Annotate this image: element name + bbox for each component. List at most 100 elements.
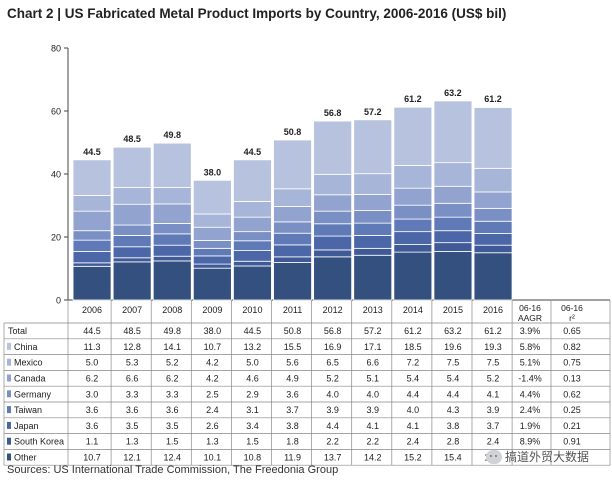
table-cell: 3.7 xyxy=(487,421,500,431)
aagr-cell: 3.9% xyxy=(520,326,541,336)
bar-segment xyxy=(72,230,112,241)
table-cell: 2.4 xyxy=(487,437,500,447)
table-cell: 44.5 xyxy=(83,326,101,336)
total-label: 48.5 xyxy=(123,134,141,144)
table-cell: 6.5 xyxy=(326,358,339,368)
bar-segment xyxy=(433,162,473,187)
table-cell: 2.4 xyxy=(407,437,420,447)
table-cell: 4.4 xyxy=(326,421,339,431)
table-cell: 1.3 xyxy=(206,437,219,447)
table-cell: 48.5 xyxy=(123,326,141,336)
table-cell: 4.1 xyxy=(487,389,500,399)
table-cell: 5.0 xyxy=(86,358,99,368)
y-tick-label: 80 xyxy=(51,44,61,54)
bar-segment xyxy=(433,230,473,244)
table-cell: 4.2 xyxy=(206,358,219,368)
bar-segment xyxy=(313,210,353,225)
bar-segment xyxy=(353,119,393,175)
table-cell: 4.4 xyxy=(407,389,420,399)
table-cell: 14.1 xyxy=(163,342,181,352)
aagr-cell: 4.4% xyxy=(520,389,541,399)
bar-segment xyxy=(192,247,232,257)
x-tick-label: 2013 xyxy=(363,305,383,315)
table-cell: 4.9 xyxy=(286,374,299,384)
source-note: Sources: US International Trade Commissi… xyxy=(7,464,339,476)
table-cell: 3.6 xyxy=(166,405,179,415)
table-cell: 3.8 xyxy=(286,421,299,431)
table-cell: 3.6 xyxy=(286,389,299,399)
bar-segment xyxy=(473,220,513,234)
bar-segment xyxy=(353,247,393,256)
table-cell: 38.0 xyxy=(204,326,222,336)
bar-segment xyxy=(112,257,152,263)
table-cell: 3.3 xyxy=(126,389,139,399)
legend-entry: South Korea xyxy=(14,437,64,447)
legend-entry: Taiwan xyxy=(14,405,42,415)
table-cell: 57.2 xyxy=(364,326,382,336)
legend-entry: Canada xyxy=(14,374,46,384)
bar-segment xyxy=(152,233,192,246)
bar-segment xyxy=(233,265,272,301)
table-cell: 1.5 xyxy=(246,437,259,447)
table-cell: 5.4 xyxy=(447,374,460,384)
bar-segment xyxy=(192,263,232,269)
bar-segment xyxy=(112,203,152,226)
x-tick-label: 2008 xyxy=(162,305,182,315)
y-tick-label: 20 xyxy=(51,233,61,243)
table-cell: 5.2 xyxy=(487,374,500,384)
table-cell: 50.8 xyxy=(284,326,302,336)
bar-segment xyxy=(192,226,232,241)
bar-segment xyxy=(353,235,393,249)
bar-segment xyxy=(72,210,112,232)
legend-entry: China xyxy=(14,342,38,352)
bar-segment xyxy=(313,173,353,196)
y-tick-label: 0 xyxy=(56,296,61,306)
bar-segment xyxy=(72,195,112,212)
table-cell: 5.1 xyxy=(366,374,379,384)
table-cell: 4.0 xyxy=(366,389,379,399)
table-cell: 4.1 xyxy=(407,421,420,431)
legend-swatch xyxy=(7,358,11,366)
x-tick-label: 2007 xyxy=(122,305,142,315)
table-cell: 2.8 xyxy=(447,437,460,447)
table-cell: 5.3 xyxy=(126,358,139,368)
bar-segment xyxy=(473,107,513,169)
bar-segment xyxy=(152,223,192,235)
table-cell: 4.6 xyxy=(246,374,259,384)
r2-cell: 0.13 xyxy=(563,374,581,384)
bar-segment xyxy=(72,159,112,196)
bar-segment xyxy=(72,251,112,264)
legend-entry: Mexico xyxy=(14,358,43,368)
table-cell: 1.8 xyxy=(286,437,299,447)
bar-segment xyxy=(313,223,353,237)
bar-segment xyxy=(273,256,312,263)
aagr-cell: 1.9% xyxy=(520,421,541,431)
table-cell: 61.2 xyxy=(404,326,422,336)
r2-cell: 0.25 xyxy=(563,405,581,415)
total-label: 44.5 xyxy=(244,147,262,157)
table-cell: 49.8 xyxy=(163,326,181,336)
bar-segment xyxy=(433,242,473,252)
legend-swatch xyxy=(7,437,11,445)
table-cell: 3.9 xyxy=(326,405,339,415)
bar-segment xyxy=(273,139,312,190)
table-cell: 12.4 xyxy=(163,453,181,463)
table-cell: 12.1 xyxy=(123,453,141,463)
x-tick-label: 2009 xyxy=(202,305,222,315)
legend-entry: Other xyxy=(14,453,37,463)
x-tick-label: 2011 xyxy=(283,305,302,315)
bar-segment xyxy=(433,216,473,232)
table-cell: 14.2 xyxy=(364,453,382,463)
bar-segment xyxy=(233,159,272,202)
aagr-cell: -1.4% xyxy=(518,374,542,384)
bar-segment xyxy=(273,232,312,246)
table-cell: 63.2 xyxy=(444,326,462,336)
table-cell: 5.6 xyxy=(286,358,299,368)
table-cell: 4.0 xyxy=(407,405,420,415)
bar-segment xyxy=(72,239,112,252)
bar-segment xyxy=(473,233,513,246)
table-cell: 11.9 xyxy=(284,453,301,463)
table-cell: 3.6 xyxy=(86,421,99,431)
bar-segment xyxy=(433,100,473,164)
